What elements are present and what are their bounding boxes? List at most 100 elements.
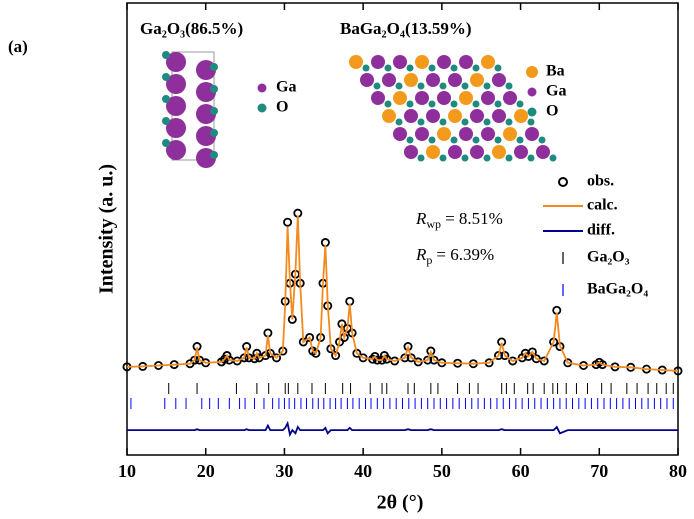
atom [539, 137, 546, 144]
atom [162, 51, 170, 59]
atom [404, 145, 418, 159]
atom [440, 83, 447, 90]
atom [506, 83, 513, 90]
atom [473, 137, 480, 144]
atom [536, 145, 550, 159]
chart: (a) 2θ (°) Intensity (a. u.) 10203040506… [0, 0, 694, 519]
obs-point [284, 219, 291, 226]
atom [393, 91, 407, 105]
atom [371, 91, 385, 105]
atom [382, 73, 396, 87]
atom [418, 83, 425, 90]
atom [418, 119, 425, 126]
inset-legend-marker [526, 66, 538, 78]
annotation: Rp = 6.39% [415, 245, 494, 267]
annotation-subscript: wp [426, 217, 441, 231]
atom [525, 127, 539, 141]
x-tick-label: 80 [669, 461, 687, 481]
atom [506, 155, 513, 162]
inset-title: BaGa₂O₄(13.59%) [340, 19, 472, 38]
atom [470, 109, 484, 123]
inset-title: Ga₂O₃(86.5%) [140, 19, 243, 38]
atom [481, 127, 495, 141]
atom [495, 137, 502, 144]
x-tick-label: 30 [275, 461, 293, 481]
atom [393, 127, 407, 141]
inset-legend-marker [528, 108, 537, 117]
atom [404, 73, 418, 87]
atom [462, 83, 469, 90]
x-tick-label: 70 [590, 461, 608, 481]
atom [426, 109, 440, 123]
annotation-subscript: p [426, 253, 432, 267]
annotation-symbol: R [415, 245, 427, 264]
inset-legend-marker [528, 88, 537, 97]
atom [492, 73, 506, 87]
inset-legend-marker [258, 104, 267, 113]
atom [440, 119, 447, 126]
atom [426, 145, 440, 159]
annotation-text: = 6.39% [436, 245, 494, 264]
atom [404, 109, 418, 123]
atom [484, 155, 491, 162]
legend-label: Ga₂O₃ [587, 249, 630, 266]
atom [451, 65, 458, 72]
atom [473, 101, 480, 108]
atom [360, 73, 374, 87]
atom [396, 83, 403, 90]
atom [514, 145, 528, 159]
atom [528, 119, 535, 126]
atom [517, 101, 524, 108]
inset-legend-label: O [276, 99, 288, 116]
atom [371, 55, 385, 69]
atom [448, 145, 462, 159]
panel-label: (a) [8, 37, 28, 56]
annotation: Rwp= 8.51% [415, 209, 503, 231]
atom [415, 127, 429, 141]
inset-legend-marker [258, 84, 267, 93]
atom [426, 73, 440, 87]
atom [385, 65, 392, 72]
atom [473, 65, 480, 72]
y-axis-label: Intensity (a. u.) [96, 164, 118, 294]
series-line [127, 423, 678, 434]
atom [418, 155, 425, 162]
atom [374, 83, 381, 90]
x-tick-label: 20 [197, 461, 215, 481]
atom [492, 145, 506, 159]
atom [470, 73, 484, 87]
atom [407, 137, 414, 144]
atom [210, 107, 218, 115]
annotation-symbol: R [415, 209, 427, 228]
legend-label: obs. [587, 173, 614, 190]
atom [162, 139, 170, 147]
legend-label: diff. [587, 222, 615, 239]
atom [503, 127, 517, 141]
atom [210, 85, 218, 93]
atom [349, 55, 363, 69]
atom [407, 65, 414, 72]
atom [503, 91, 517, 105]
atom [396, 119, 403, 126]
atom [385, 101, 392, 108]
atom [514, 109, 528, 123]
atom [459, 55, 473, 69]
atom [470, 145, 484, 159]
inset-legend-label: Ba [546, 63, 565, 80]
atom [506, 119, 513, 126]
atom [162, 117, 170, 125]
atom [437, 55, 451, 69]
atom [440, 155, 447, 162]
inset-legend-label: Ga [276, 79, 296, 96]
x-tick-label: 60 [512, 461, 530, 481]
atom [363, 65, 370, 72]
atom [448, 109, 462, 123]
atom [528, 155, 535, 162]
atom [382, 109, 396, 123]
atom [550, 155, 557, 162]
atom [481, 55, 495, 69]
atom [481, 91, 495, 105]
atom [162, 73, 170, 81]
atom [210, 129, 218, 137]
atom [415, 91, 429, 105]
